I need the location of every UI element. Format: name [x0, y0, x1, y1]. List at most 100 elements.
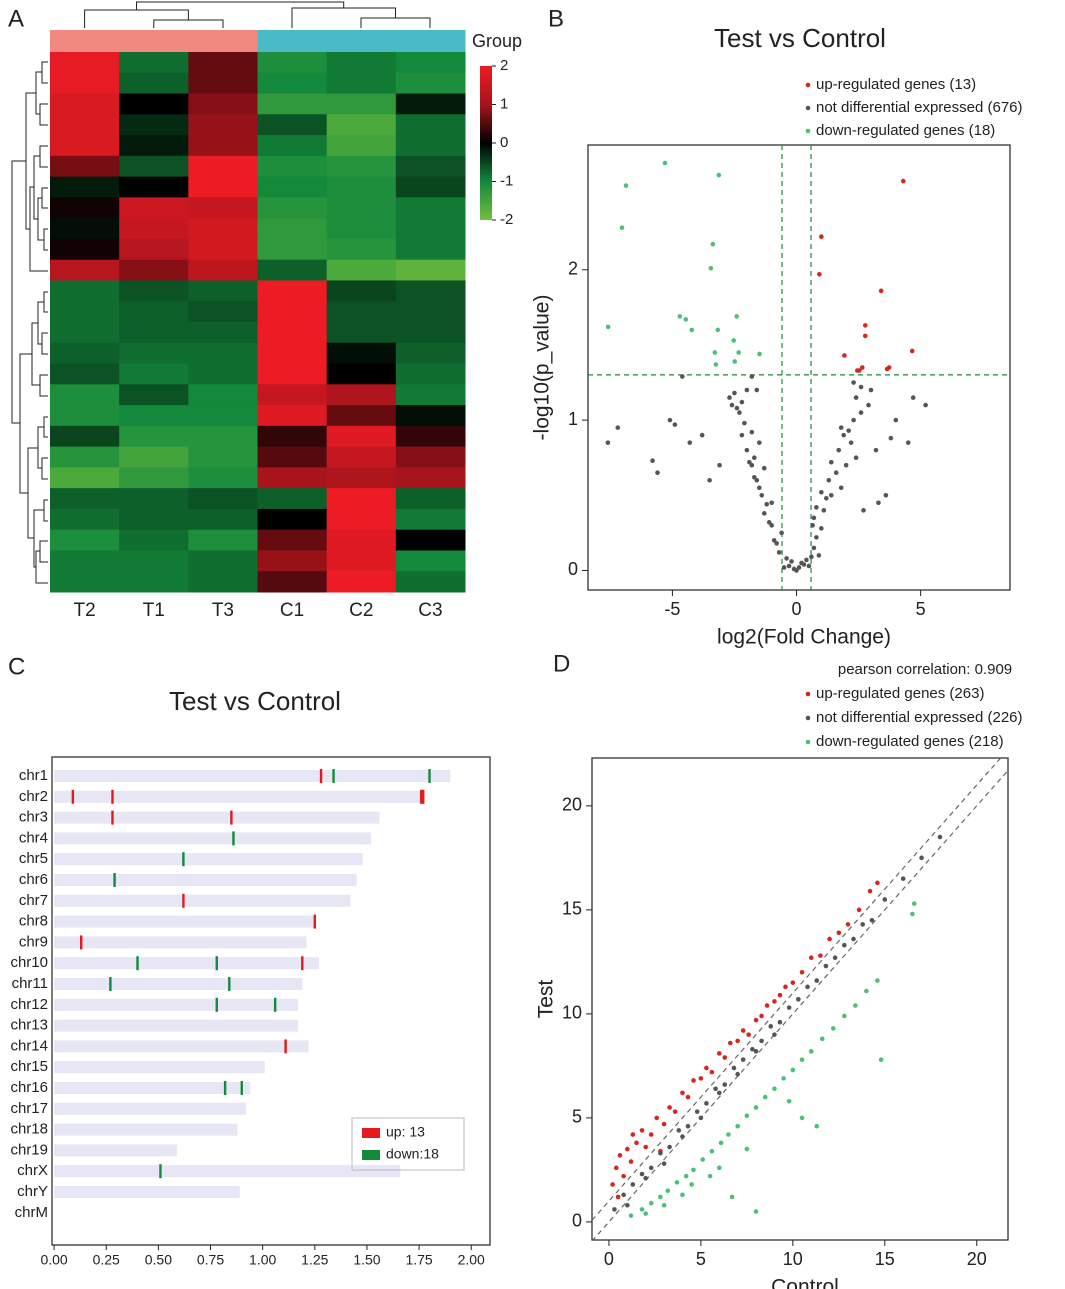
- point: [875, 978, 880, 983]
- point: [654, 1115, 660, 1121]
- point: [821, 508, 827, 513]
- x-axis-label: Control: [771, 1276, 839, 1289]
- legend-label: not differential expressed (676): [816, 99, 1023, 116]
- point: [667, 1144, 672, 1150]
- legend-marker: [805, 715, 811, 721]
- point: [689, 1182, 694, 1187]
- heatmap-cell: [326, 529, 397, 551]
- plot-frame: [591, 757, 1009, 1241]
- point: [766, 520, 772, 525]
- panel-letter: B: [548, 5, 564, 32]
- point: [853, 1003, 858, 1008]
- heatmap-cell: [395, 363, 466, 385]
- point: [727, 395, 732, 400]
- gene-marker: [111, 810, 114, 825]
- heatmap-cell: [326, 425, 397, 448]
- y-tick-label: 5: [572, 1107, 582, 1127]
- legend-label: up-regulated genes (263): [816, 685, 984, 702]
- point: [858, 384, 864, 390]
- point: [861, 508, 866, 513]
- point: [869, 917, 875, 923]
- heatmap-cell: [395, 467, 466, 489]
- point: [838, 485, 844, 491]
- heatmap-cell: [395, 93, 466, 115]
- heatmap-cell: [188, 446, 258, 468]
- heatmap-cell: [326, 322, 397, 344]
- point: [691, 1078, 696, 1083]
- x-tick-label: 2.00: [458, 1252, 485, 1268]
- point: [862, 323, 868, 328]
- heatmap-cell: [188, 238, 258, 261]
- point: [884, 366, 890, 372]
- point: [826, 477, 832, 483]
- gene-marker: [111, 789, 114, 804]
- point: [732, 390, 737, 396]
- legend-label: not differential expressed (226): [816, 709, 1023, 726]
- gene-marker: [215, 997, 218, 1012]
- point: [860, 922, 866, 927]
- heatmap-cell: [188, 550, 258, 572]
- y-tick-label: 0: [568, 559, 578, 579]
- chromosome-bar: [54, 998, 299, 1011]
- point: [605, 324, 611, 330]
- heatmap-cell: [50, 342, 120, 365]
- point: [625, 1202, 630, 1208]
- point: [680, 1090, 685, 1096]
- gene-marker: [215, 956, 218, 971]
- heatmap-cell: [50, 93, 120, 115]
- x-tick-label: C1: [280, 600, 304, 621]
- point: [857, 368, 862, 373]
- heatmap-cell: [326, 280, 397, 302]
- heatmap-cell: [50, 529, 120, 551]
- point: [866, 402, 871, 408]
- point: [734, 405, 740, 411]
- x-tick-label: 1.75: [405, 1252, 432, 1268]
- point: [742, 420, 747, 426]
- point: [698, 1076, 704, 1081]
- y-axis-label: -log10(p_value): [531, 295, 554, 441]
- x-tick-label: 0.00: [40, 1252, 67, 1268]
- gene-marker: [159, 1164, 162, 1179]
- heatmap-cell: [326, 218, 397, 240]
- heatmap-cell: [326, 467, 397, 489]
- x-tick-label: 1.00: [249, 1252, 276, 1268]
- point: [845, 922, 851, 927]
- point: [740, 1057, 746, 1062]
- point: [808, 1049, 814, 1054]
- point: [818, 953, 823, 958]
- point: [757, 351, 762, 357]
- heatmap-cell: [395, 114, 466, 136]
- heatmap-cell: [395, 218, 466, 240]
- heatmap-cell: [395, 384, 466, 406]
- point: [856, 907, 862, 913]
- point: [753, 1209, 759, 1214]
- gene-marker: [313, 914, 316, 929]
- point: [672, 1109, 678, 1114]
- point: [737, 410, 742, 415]
- x-tick-label: 0.75: [197, 1252, 224, 1268]
- point: [628, 1213, 634, 1218]
- gene-marker: [319, 769, 323, 783]
- point: [764, 1003, 770, 1008]
- dendrogram-branch: [84, 1, 431, 28]
- legend-swatch: [362, 1128, 380, 1138]
- legend-marker: [805, 739, 811, 745]
- point: [639, 1128, 645, 1133]
- point: [691, 1167, 696, 1173]
- chromosome-bar: [54, 1082, 251, 1094]
- point: [605, 440, 611, 445]
- colorbar: [480, 66, 492, 220]
- point: [707, 1173, 713, 1179]
- x-tick-label: 1.25: [301, 1252, 328, 1268]
- y-tick-label: 10: [562, 1003, 582, 1023]
- y-tick-label: 15: [562, 899, 582, 919]
- colorbar-tick-label: 1: [500, 95, 508, 112]
- heatmap-cell: [50, 155, 120, 178]
- y-tick-label: 1: [568, 409, 578, 429]
- point: [808, 955, 814, 961]
- point: [836, 447, 842, 453]
- point: [740, 1028, 746, 1033]
- point: [709, 1069, 715, 1075]
